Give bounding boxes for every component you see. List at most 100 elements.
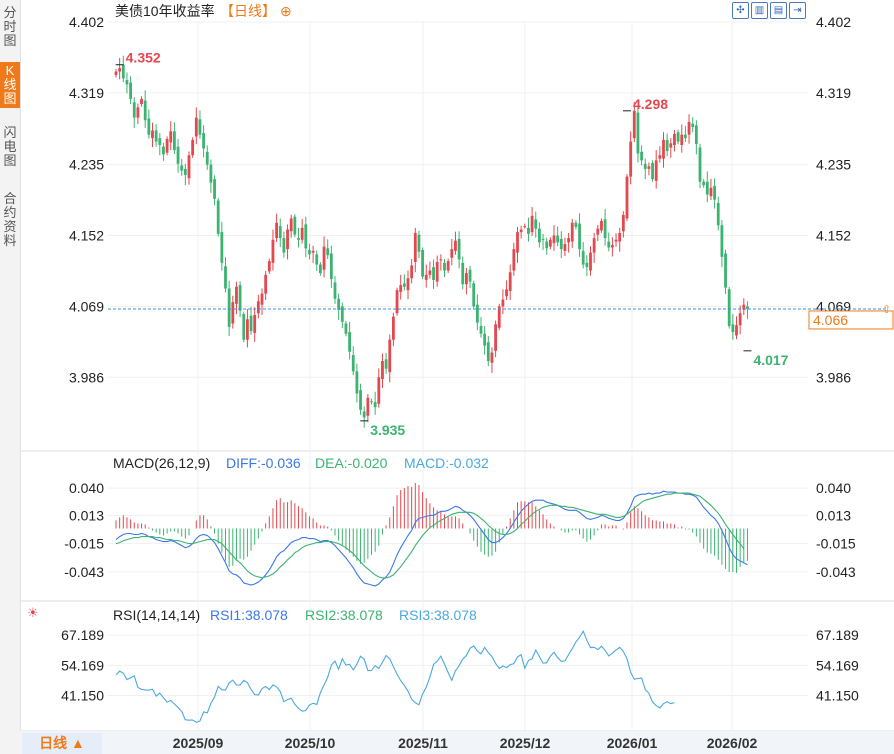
y-tick-label-left: 4.235 <box>69 157 104 173</box>
bar-style-icon[interactable]: ▥ <box>751 2 768 19</box>
rsi-tick-right: 41.150 <box>816 688 859 704</box>
candle-body <box>618 232 622 242</box>
period-tag: 【日线】 <box>220 3 276 19</box>
candle-body <box>709 187 713 197</box>
x-tick-label: 2026/02 <box>707 735 758 751</box>
sidebar-tab-0[interactable]: 分时图 <box>3 5 17 48</box>
settings-sun-icon: ☀ <box>27 605 39 620</box>
candle-body <box>508 272 512 292</box>
candle-body <box>413 232 417 262</box>
candle-body <box>329 253 333 280</box>
candle-body <box>169 131 173 143</box>
candle-body <box>406 278 410 291</box>
candle-body <box>267 261 271 272</box>
candle-body <box>738 313 742 326</box>
candle-body <box>162 146 165 155</box>
candle-body <box>410 265 414 279</box>
crosshair-icon[interactable]: ✣ <box>732 2 749 19</box>
candle-body <box>136 107 140 118</box>
candle-body <box>724 253 727 288</box>
candle-body <box>468 269 472 282</box>
sidebar-tab-2[interactable]: 闪电图 <box>3 125 17 168</box>
candle-body <box>191 139 195 156</box>
candle-body <box>552 235 556 244</box>
last-price-box <box>808 310 894 330</box>
candle-body <box>720 225 724 257</box>
candle-body <box>311 250 315 253</box>
candle-body <box>322 246 326 270</box>
candle-body <box>538 228 541 243</box>
macd-tick-left: -0.043 <box>64 564 104 580</box>
candle-body <box>713 185 716 200</box>
candle-body <box>716 203 720 226</box>
candle-body <box>417 234 421 252</box>
candle-body <box>611 244 614 248</box>
candle-body <box>534 219 538 229</box>
candle-body <box>308 250 311 255</box>
candle-body <box>319 264 322 274</box>
candle-body <box>435 261 439 282</box>
sidebar-tab-3[interactable]: 合约资料 <box>3 191 17 248</box>
candle-body <box>224 266 227 289</box>
candle-body <box>497 306 501 328</box>
candle-body <box>742 304 746 310</box>
candle-body <box>118 68 122 72</box>
candle-body <box>315 254 319 265</box>
x-tick-label: 2025/12 <box>500 735 551 751</box>
dea-line <box>115 492 745 579</box>
candle-body <box>512 249 516 271</box>
candle-body <box>278 226 282 239</box>
candle-body <box>183 168 187 175</box>
macd-legend-dea: DEA:-0.020 <box>315 455 388 471</box>
candle-body <box>151 130 154 139</box>
line-style-icon[interactable]: ▤ <box>770 2 787 19</box>
forward-icon[interactable]: ⇥ <box>789 2 806 19</box>
candle-body <box>238 285 242 311</box>
x-axis-strip <box>20 731 894 754</box>
candle-body <box>563 244 567 251</box>
candle-body <box>581 250 585 265</box>
diff-line <box>115 490 748 587</box>
candle-body <box>205 151 209 165</box>
candle-body <box>428 270 432 275</box>
candle-body <box>735 325 738 336</box>
candle-body <box>388 339 392 373</box>
candle-body <box>472 283 476 307</box>
candle-body <box>636 112 640 154</box>
candle-body <box>523 226 527 228</box>
candle-body <box>632 110 636 139</box>
candle-body <box>297 238 300 240</box>
candle-body <box>658 155 662 159</box>
candle-body <box>651 162 654 180</box>
candle-body <box>231 302 235 324</box>
candle-body <box>490 352 494 363</box>
chart-title: 美债10年收益率 <box>115 3 215 19</box>
period-button[interactable]: 日线 ▲ <box>22 733 102 754</box>
candle-body <box>216 200 220 234</box>
candle-body <box>359 390 362 410</box>
rsi-tick-left: 54.169 <box>61 657 104 673</box>
extreme-label-low: 3.935 <box>370 422 405 438</box>
candle-body <box>530 215 534 233</box>
candle-body <box>479 326 483 334</box>
candle-body <box>556 235 560 243</box>
extreme-label-high: 4.352 <box>126 50 161 66</box>
candle-body <box>665 139 669 151</box>
y-tick-label-right: 4.152 <box>816 228 851 244</box>
candle-body <box>501 299 505 307</box>
candle-body <box>351 355 355 372</box>
candle-body <box>589 252 592 271</box>
last-price-label: 4.066 <box>813 312 848 328</box>
y-tick-label-right: 4.319 <box>816 85 851 101</box>
candle-body <box>293 216 297 235</box>
candle-body <box>235 286 238 304</box>
sidebar-tab-1[interactable]: K线图 <box>0 62 20 108</box>
candle-body <box>457 238 461 260</box>
candle-body <box>465 273 468 285</box>
candle-body <box>505 289 508 297</box>
candle-body <box>165 139 169 153</box>
macd-legend-diff: DIFF:-0.036 <box>226 455 301 471</box>
candle-body <box>421 250 424 277</box>
candle-body <box>355 371 359 394</box>
candle-body <box>395 290 399 314</box>
